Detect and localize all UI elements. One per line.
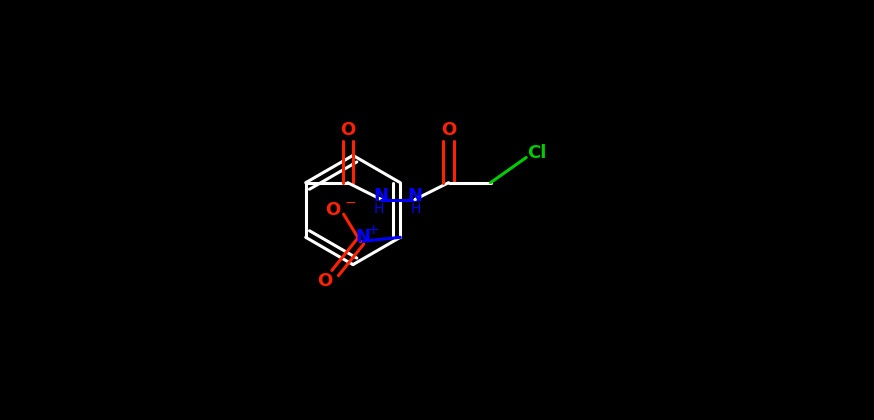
Text: O: O [317,273,332,290]
Text: O: O [440,121,456,139]
Text: H: H [374,202,385,215]
Text: N: N [355,228,370,246]
Text: −: − [344,195,356,210]
Text: N: N [374,187,389,205]
Text: N: N [407,187,422,205]
Text: H: H [411,202,421,215]
Text: Cl: Cl [527,144,546,162]
Text: +: + [367,223,378,237]
Text: O: O [340,121,356,139]
Text: O: O [325,201,341,219]
